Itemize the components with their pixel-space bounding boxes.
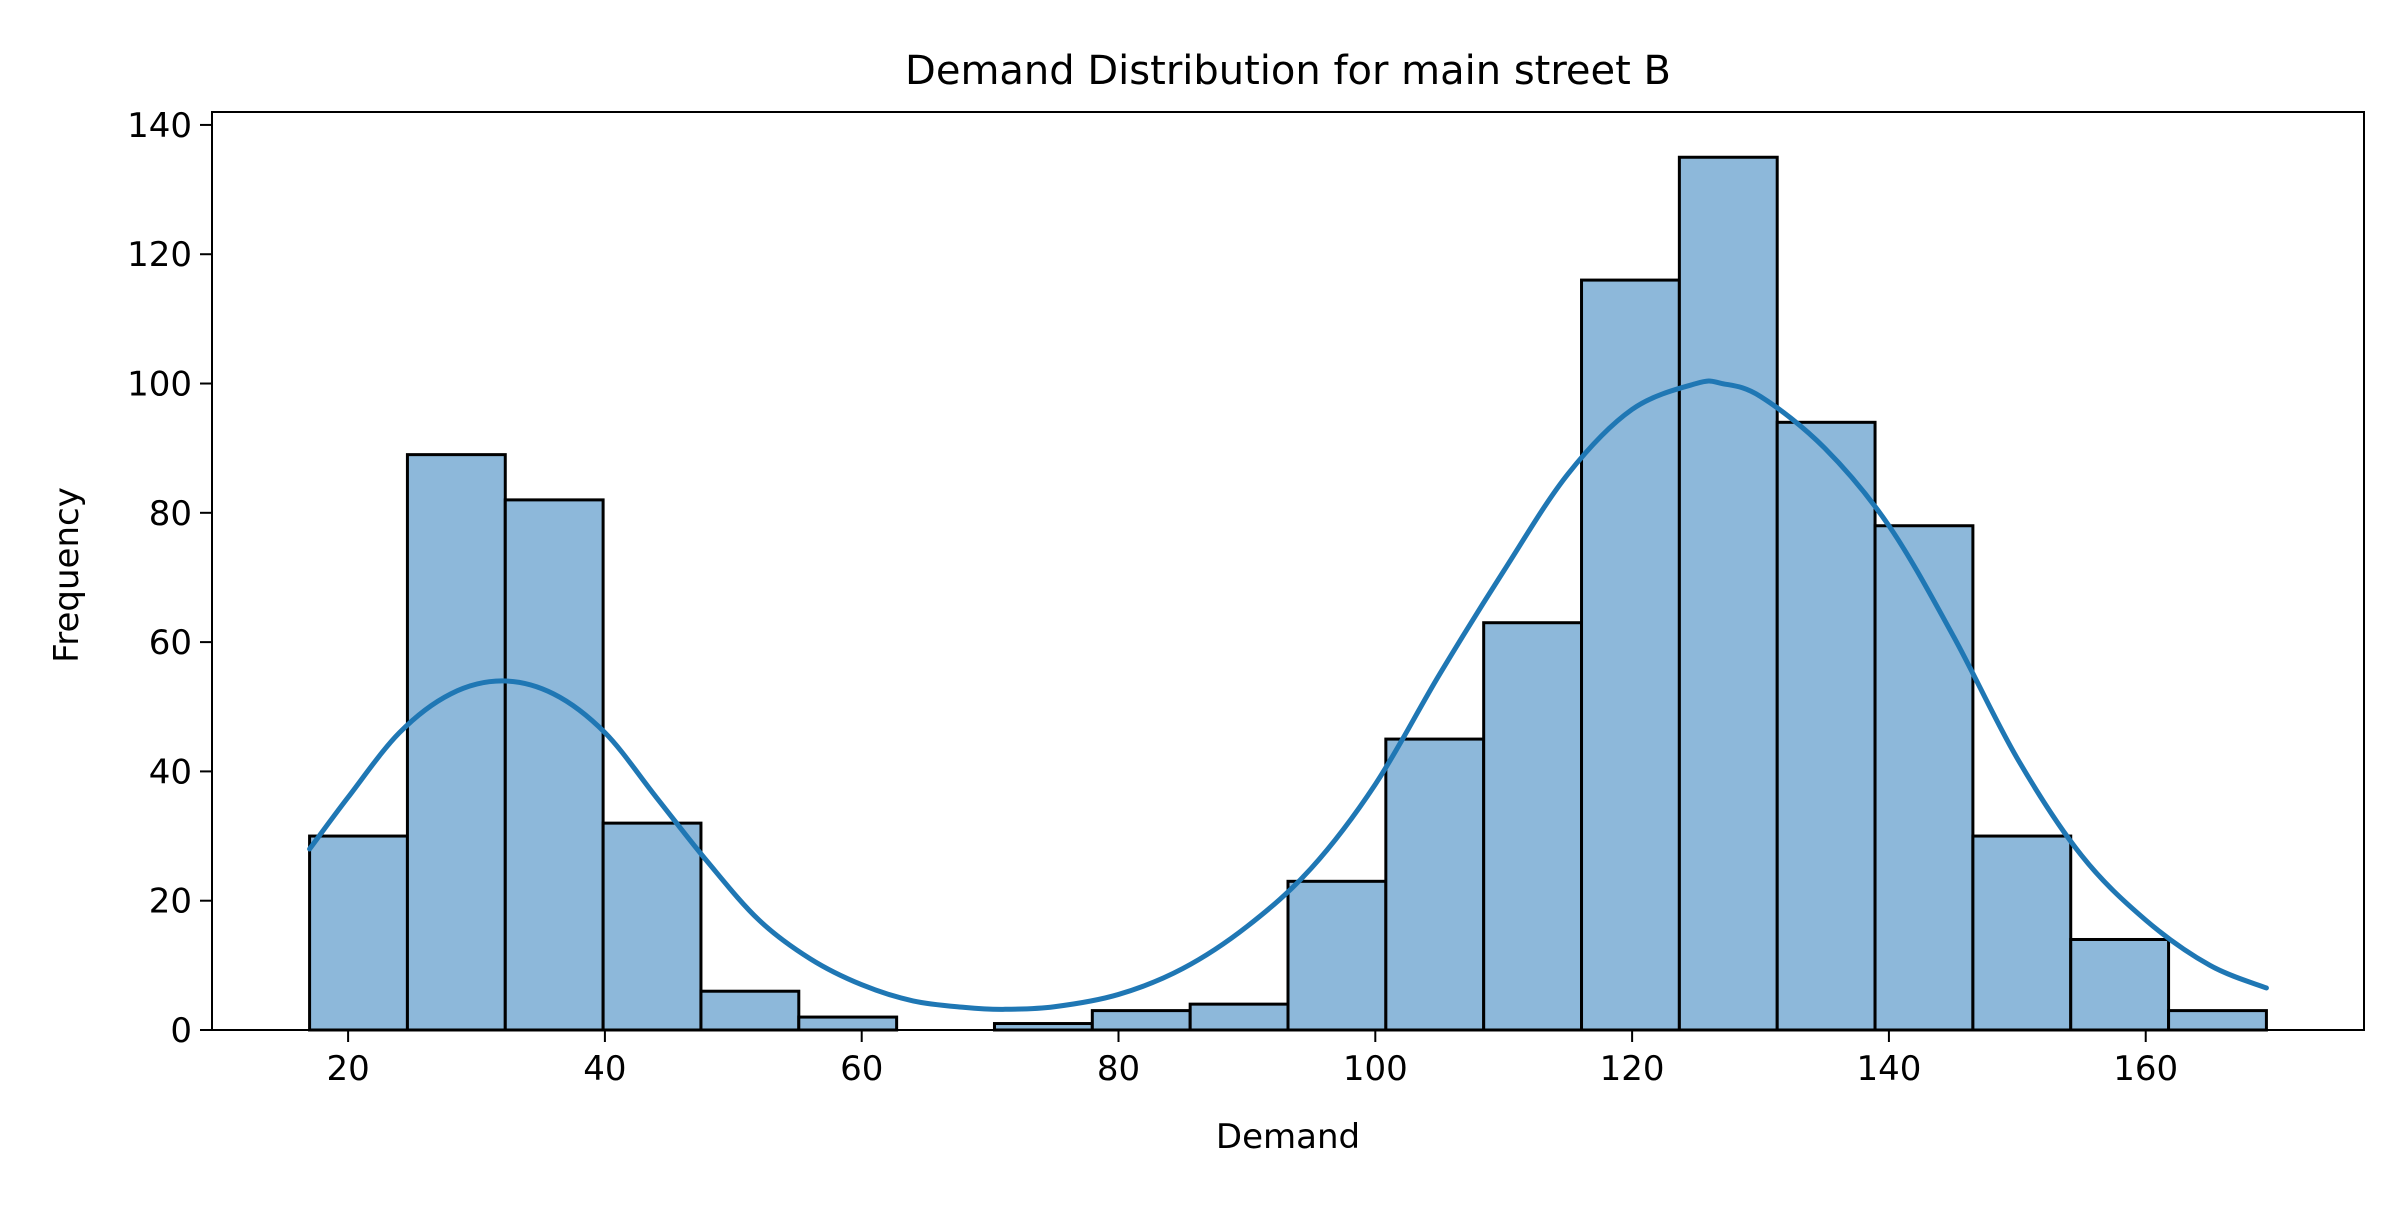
chart-title: Demand Distribution for main street B <box>905 48 1671 94</box>
y-axis-label: Frequency <box>47 487 87 663</box>
histogram-bar-15 <box>1775 420 1877 1032</box>
y-tick-label: 0 <box>170 1011 192 1051</box>
x-tick-label: 140 <box>1856 1049 1921 1089</box>
histogram-bar-16 <box>1873 524 1975 1032</box>
histogram-bar-14 <box>1677 155 1779 1032</box>
kde-curve <box>307 378 2269 1012</box>
histogram-bar-17 <box>1971 834 2073 1032</box>
plot-frame <box>211 111 2365 1031</box>
y-tick-label: 120 <box>127 235 192 275</box>
y-tick-label: 80 <box>149 494 192 534</box>
histogram-bar-8 <box>1090 1009 1192 1032</box>
histogram-bar-11 <box>1384 737 1486 1032</box>
histogram-bar-18 <box>2069 937 2171 1032</box>
x-tick-label: 80 <box>1097 1049 1140 1089</box>
histogram-bar-12 <box>1482 621 1584 1032</box>
y-tick-label: 40 <box>149 752 192 792</box>
histogram-bar-19 <box>2167 1009 2268 1032</box>
histogram-bar-5 <box>797 1015 899 1032</box>
x-axis-label: Demand <box>1216 1117 1360 1157</box>
x-tick-label: 100 <box>1343 1049 1408 1089</box>
y-tick-label: 140 <box>127 106 192 146</box>
kde-layer <box>307 378 2269 1012</box>
x-tick-label: 20 <box>326 1049 369 1089</box>
histogram-bar-2 <box>503 498 605 1032</box>
histogram-bar-10 <box>1286 879 1388 1032</box>
histogram-bar-0 <box>308 834 409 1032</box>
y-tick-label: 60 <box>149 623 192 663</box>
histogram-bar-9 <box>1188 1002 1290 1032</box>
x-tick-label: 60 <box>840 1049 883 1089</box>
y-tick-label: 100 <box>127 365 192 405</box>
histogram-bar-4 <box>699 989 801 1032</box>
x-axis: 20 40 60 80 100 120 140 160 <box>326 1030 2178 1089</box>
y-tick-label: 20 <box>149 882 192 922</box>
bars-layer <box>308 155 2268 1032</box>
histogram-bar-3 <box>601 821 703 1032</box>
x-tick-label: 40 <box>583 1049 626 1089</box>
x-tick-label: 120 <box>1600 1049 1665 1089</box>
y-axis: 0 20 40 60 80 100 120 140 <box>127 106 212 1051</box>
x-tick-label: 160 <box>2113 1049 2178 1089</box>
histogram-bar-1 <box>405 453 507 1032</box>
